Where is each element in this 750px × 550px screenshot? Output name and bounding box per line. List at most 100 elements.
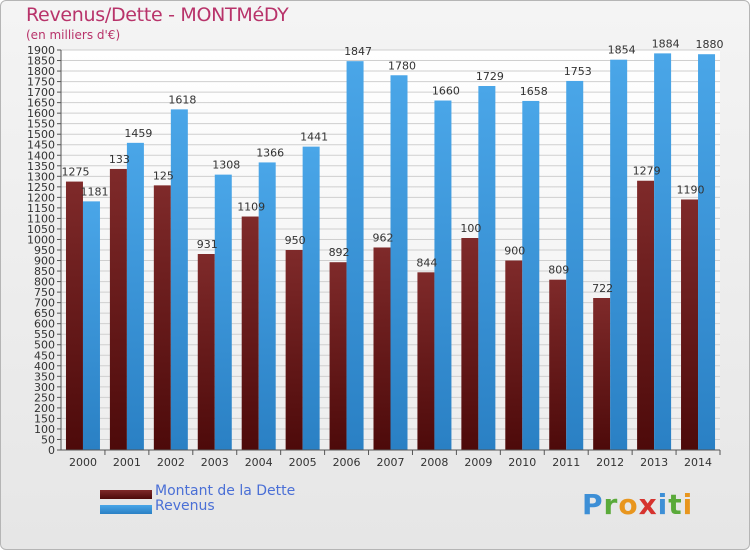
y-tick-label: 550 bbox=[34, 328, 55, 341]
data-label-debt: 931 bbox=[197, 238, 218, 251]
bar-revenue bbox=[610, 59, 628, 451]
y-tick-label: 1900 bbox=[27, 44, 55, 57]
bar-revenue bbox=[522, 100, 540, 451]
data-label-revenue: 1780 bbox=[388, 59, 416, 72]
bar-debt bbox=[681, 199, 699, 450]
data-label-debt: 1190 bbox=[677, 183, 705, 196]
bar-debt bbox=[197, 254, 215, 450]
y-tick-label: 0 bbox=[48, 444, 55, 457]
bar-revenue bbox=[302, 146, 320, 450]
data-label-debt: 1279 bbox=[633, 165, 661, 178]
y-tick-label: 1100 bbox=[27, 212, 55, 225]
y-tick-label: 900 bbox=[34, 255, 55, 268]
data-label-revenue: 1729 bbox=[476, 70, 504, 83]
y-tick-label: 1050 bbox=[27, 223, 55, 236]
data-label-revenue: 1660 bbox=[432, 85, 460, 98]
y-tick-label: 150 bbox=[34, 412, 55, 425]
legend-swatch-revenue bbox=[100, 505, 152, 514]
y-tick-label: 750 bbox=[34, 286, 55, 299]
bar-debt bbox=[461, 238, 479, 450]
x-tick-label: 2011 bbox=[552, 456, 580, 469]
bar-debt bbox=[549, 279, 567, 450]
bar-debt bbox=[417, 272, 435, 450]
bar-revenue bbox=[566, 80, 584, 451]
bar-revenue bbox=[698, 54, 716, 451]
data-label-revenue: 1884 bbox=[652, 37, 680, 50]
bar-debt bbox=[373, 247, 391, 450]
bar-debt bbox=[505, 260, 523, 450]
bar-revenue bbox=[434, 100, 452, 451]
y-tick-label: 1850 bbox=[27, 55, 55, 68]
data-label-debt: 900 bbox=[504, 245, 525, 258]
bar-revenue bbox=[654, 53, 672, 451]
bar-revenue bbox=[258, 162, 276, 450]
y-tick-label: 1600 bbox=[27, 107, 55, 120]
bar-debt bbox=[329, 262, 347, 450]
brand-logo: Proxiti bbox=[582, 488, 694, 521]
bar-debt bbox=[593, 298, 611, 450]
data-label-debt: 1275 bbox=[61, 166, 89, 179]
y-tick-label: 1150 bbox=[27, 202, 55, 215]
bar-debt bbox=[241, 216, 259, 450]
y-tick-label: 1400 bbox=[27, 149, 55, 162]
data-label-revenue: 1308 bbox=[212, 159, 240, 172]
y-tick-label: 800 bbox=[34, 276, 55, 289]
bar-revenue bbox=[478, 86, 496, 450]
bar-debt bbox=[65, 181, 83, 450]
bar-debt bbox=[285, 250, 303, 450]
data-label-debt: 892 bbox=[329, 246, 350, 259]
data-label-revenue: 1366 bbox=[256, 146, 284, 159]
x-tick-label: 2014 bbox=[684, 456, 712, 469]
x-tick-label: 2008 bbox=[420, 456, 448, 469]
y-tick-label: 1550 bbox=[27, 118, 55, 131]
y-tick-label: 1500 bbox=[27, 128, 55, 141]
data-label-debt: 809 bbox=[548, 264, 569, 277]
bar-revenue bbox=[214, 174, 232, 450]
y-tick-label: 650 bbox=[34, 307, 55, 320]
y-tick-label: 1800 bbox=[27, 65, 55, 78]
y-tick-label: 350 bbox=[34, 370, 55, 383]
y-tick-label: 500 bbox=[34, 339, 55, 352]
y-tick-label: 700 bbox=[34, 297, 55, 310]
x-tick-label: 2007 bbox=[377, 456, 405, 469]
data-label-revenue: 1441 bbox=[300, 131, 328, 144]
x-tick-label: 2002 bbox=[157, 456, 185, 469]
data-label-debt: 722 bbox=[592, 282, 613, 295]
bar-revenue bbox=[170, 109, 188, 451]
y-tick-label: 850 bbox=[34, 265, 55, 278]
legend-label-debt: Montant de la Dette bbox=[155, 483, 296, 499]
y-tick-label: 200 bbox=[34, 402, 55, 415]
y-tick-label: 950 bbox=[34, 244, 55, 257]
data-label-revenue: 1181 bbox=[80, 185, 108, 198]
x-tick-label: 2006 bbox=[333, 456, 361, 469]
x-tick-label: 2009 bbox=[464, 456, 492, 469]
y-tick-label: 1450 bbox=[27, 139, 55, 152]
data-label-debt: 962 bbox=[373, 231, 394, 244]
data-label-revenue: 1459 bbox=[124, 127, 152, 140]
data-label-debt: 100 bbox=[460, 222, 481, 235]
data-label-debt: 125 bbox=[153, 169, 174, 182]
y-tick-label: 400 bbox=[34, 360, 55, 373]
legend-swatch-debt bbox=[100, 490, 152, 499]
y-tick-label: 1300 bbox=[27, 170, 55, 183]
chart-subtitle: (en milliers d'€) bbox=[26, 28, 121, 42]
x-tick-label: 2012 bbox=[596, 456, 624, 469]
data-label-revenue: 1880 bbox=[696, 38, 724, 51]
data-label-revenue: 1618 bbox=[168, 93, 196, 106]
y-tick-label: 100 bbox=[34, 423, 55, 436]
x-tick-label: 2001 bbox=[113, 456, 141, 469]
bar-debt bbox=[153, 185, 171, 451]
y-tick-label: 1250 bbox=[27, 181, 55, 194]
y-tick-label: 1200 bbox=[27, 191, 55, 204]
y-tick-label: 450 bbox=[34, 349, 55, 362]
bar-debt bbox=[637, 180, 655, 450]
y-tick-label: 600 bbox=[34, 318, 55, 331]
data-label-revenue: 1854 bbox=[608, 44, 636, 57]
data-label-debt: 950 bbox=[285, 234, 306, 247]
data-label-debt: 1109 bbox=[237, 201, 265, 214]
data-label-debt: 844 bbox=[416, 256, 437, 269]
data-label-revenue: 1753 bbox=[564, 65, 592, 78]
bar-revenue bbox=[82, 201, 100, 450]
y-tick-label: 1700 bbox=[27, 86, 55, 99]
